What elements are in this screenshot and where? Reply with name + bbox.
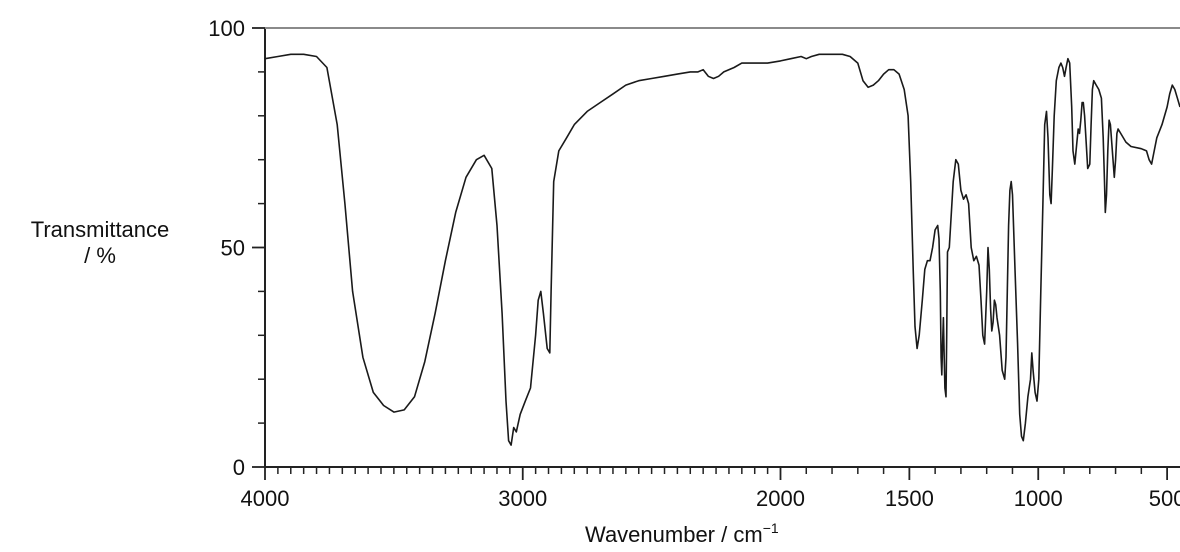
y-tick-label: 50	[221, 236, 245, 261]
spectrum-line	[264, 53, 1180, 446]
x-axis-label-text: Wavenumber / cm	[585, 522, 763, 547]
x-tick-label: 4000	[241, 486, 290, 511]
x-tick-label: 3000	[498, 486, 547, 511]
y-tick-label: 0	[233, 455, 245, 480]
plot-area	[264, 53, 1180, 446]
x-axis-label: Wavenumber / cm−1	[585, 520, 779, 548]
x-axis-label-superscript: −1	[762, 520, 779, 536]
y-tick-label: 100	[208, 16, 245, 41]
y-axis-label-line2: / %	[84, 243, 116, 268]
x-tick-label: 500	[1149, 486, 1180, 511]
axes	[264, 27, 1180, 468]
tick-marks	[252, 27, 1169, 480]
tick-labels: 4000 3000 2000 1500 1000 500 0 50 100	[208, 16, 1180, 511]
y-axis-label-line1: Transmittance	[30, 217, 170, 242]
x-tick-label: 1000	[1014, 486, 1063, 511]
x-tick-label: 2000	[756, 486, 805, 511]
x-tick-label: 1500	[885, 486, 934, 511]
